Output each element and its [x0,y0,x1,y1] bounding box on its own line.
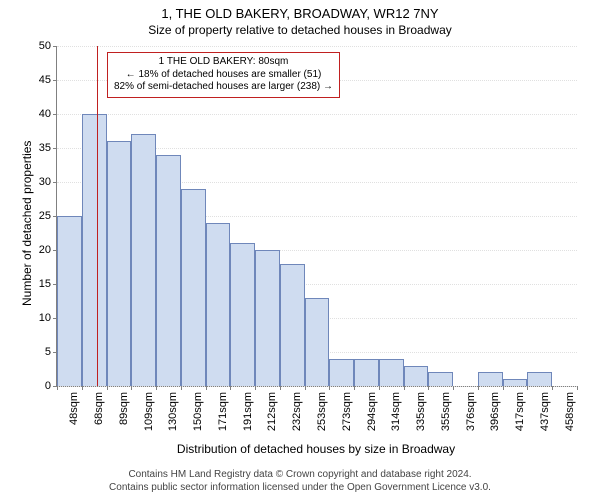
y-tick-label: 40 [39,108,57,120]
x-tick-label: 458sqm [562,392,576,431]
x-tick-label: 232sqm [289,392,303,431]
histogram-bar [230,243,255,386]
x-tick-label: 396sqm [487,392,501,431]
footer: Contains HM Land Registry data © Crown c… [0,468,600,494]
x-tick-label: 335sqm [413,392,427,431]
histogram-bar [181,189,206,386]
histogram-bar [57,216,82,386]
x-tick-label: 171sqm [215,392,229,431]
marker-line [97,46,98,386]
x-tick-mark [280,386,281,390]
x-tick-label: 253sqm [314,392,328,431]
x-tick-mark [379,386,380,390]
y-tick-label: 50 [39,40,57,52]
x-tick-mark [552,386,553,390]
histogram-bar [478,372,503,386]
histogram-bar [354,359,379,386]
x-tick-label: 273sqm [339,392,353,431]
x-tick-mark [354,386,355,390]
y-tick-label: 25 [39,210,57,222]
histogram-bar [280,264,305,386]
y-tick-label: 45 [39,74,57,86]
x-tick-label: 68sqm [91,392,105,425]
x-axis-label: Distribution of detached houses by size … [56,442,576,456]
x-tick-mark [329,386,330,390]
x-tick-mark [255,386,256,390]
y-tick-label: 30 [39,176,57,188]
x-tick-mark [206,386,207,390]
x-tick-mark [527,386,528,390]
x-tick-mark [107,386,108,390]
x-tick-label: 109sqm [141,392,155,431]
x-tick-label: 48sqm [66,392,80,425]
x-tick-label: 150sqm [190,392,204,431]
chart-container: 1, THE OLD BAKERY, BROADWAY, WR12 7NY Si… [0,0,600,500]
x-tick-mark [404,386,405,390]
histogram-bar [329,359,354,386]
y-tick-label: 35 [39,142,57,154]
histogram-bar [527,372,552,386]
histogram-bar [156,155,181,386]
histogram-bar [206,223,231,386]
x-tick-label: 294sqm [364,392,378,431]
annotation-line: ← 18% of detached houses are smaller (51… [114,69,333,82]
x-tick-mark [131,386,132,390]
histogram-bar [255,250,280,386]
chart-subtitle: Size of property relative to detached ho… [0,21,600,37]
x-tick-mark [503,386,504,390]
histogram-bar [404,366,429,386]
chart-title: 1, THE OLD BAKERY, BROADWAY, WR12 7NY [0,0,600,21]
grid-line [57,386,577,387]
x-tick-label: 89sqm [116,392,130,425]
plot-area: 0510152025303540455048sqm68sqm89sqm109sq… [56,46,577,387]
y-tick-label: 20 [39,244,57,256]
x-tick-mark [181,386,182,390]
y-tick-label: 15 [39,278,57,290]
footer-line-1: Contains HM Land Registry data © Crown c… [0,468,600,481]
histogram-bar [107,141,132,386]
grid-line [57,46,577,47]
histogram-bar [131,134,156,386]
x-tick-label: 191sqm [240,392,254,431]
x-tick-mark [156,386,157,390]
annotation-line: 1 THE OLD BAKERY: 80sqm [114,56,333,69]
x-tick-label: 130sqm [165,392,179,431]
x-tick-label: 376sqm [463,392,477,431]
annotation-box: 1 THE OLD BAKERY: 80sqm← 18% of detached… [107,52,340,98]
histogram-bar [379,359,404,386]
histogram-bar [428,372,453,386]
grid-line [57,114,577,115]
x-tick-label: 212sqm [264,392,278,431]
histogram-bar [305,298,330,386]
x-tick-mark [478,386,479,390]
histogram-bar [503,379,528,386]
annotation-line: 82% of semi-detached houses are larger (… [114,81,333,94]
x-tick-mark [82,386,83,390]
histogram-bar [82,114,107,386]
y-tick-label: 10 [39,312,57,324]
x-tick-mark [428,386,429,390]
x-tick-label: 437sqm [537,392,551,431]
y-tick-label: 5 [45,346,57,358]
y-axis-label: Number of detached properties [20,141,34,306]
y-tick-label: 0 [45,380,57,392]
x-tick-mark [305,386,306,390]
x-tick-label: 314sqm [388,392,402,431]
x-tick-label: 355sqm [438,392,452,431]
x-tick-mark [577,386,578,390]
x-tick-mark [453,386,454,390]
x-tick-mark [57,386,58,390]
footer-line-2: Contains public sector information licen… [0,481,600,494]
x-tick-label: 417sqm [512,392,526,431]
x-tick-mark [230,386,231,390]
